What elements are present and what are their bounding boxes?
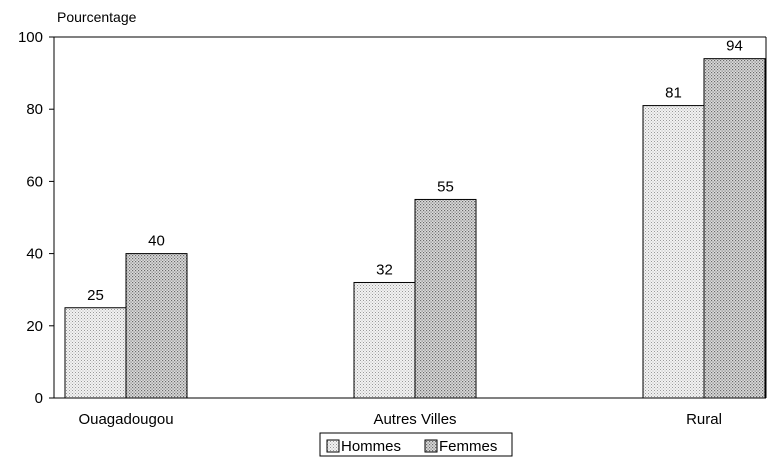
y-tick-label: 100 bbox=[18, 29, 43, 46]
legend-swatch-femmes bbox=[424, 439, 438, 453]
bar-hommes-2 bbox=[642, 105, 705, 399]
bar-hommes-1 bbox=[353, 281, 416, 399]
data-label-hommes-1: 32 bbox=[376, 261, 393, 278]
y-axis: 0 20 40 60 80 100 bbox=[18, 29, 54, 407]
y-tick-label: 80 bbox=[26, 101, 43, 118]
data-label-hommes-0: 25 bbox=[87, 287, 104, 304]
y-tick-label: 0 bbox=[35, 390, 43, 407]
data-label-hommes-2: 81 bbox=[665, 85, 682, 102]
data-label-femmes-0: 40 bbox=[148, 233, 165, 250]
legend-label-femmes: Femmes bbox=[439, 438, 497, 455]
bars-group bbox=[64, 58, 766, 399]
legend-swatch-hommes bbox=[326, 439, 340, 453]
category-labels-group: Ouagadougou Autres Villes Rural bbox=[78, 411, 721, 428]
y-tick-label: 40 bbox=[26, 246, 43, 263]
legend: Hommes Femmes bbox=[319, 432, 513, 457]
y-tick-label: 60 bbox=[26, 173, 43, 190]
bar-femmes-2 bbox=[703, 58, 766, 399]
legend-box bbox=[319, 432, 513, 457]
data-labels-group: 25 40 32 55 81 94 bbox=[87, 38, 743, 304]
y-tick-label: 20 bbox=[26, 318, 43, 335]
bar-femmes-0 bbox=[125, 253, 188, 399]
data-label-femmes-2: 94 bbox=[726, 38, 743, 55]
x-category-label: Autres Villes bbox=[373, 411, 456, 428]
x-category-label: Rural bbox=[686, 411, 722, 428]
legend-label-hommes: Hommes bbox=[341, 438, 401, 455]
bar-femmes-1 bbox=[414, 198, 477, 399]
data-label-femmes-1: 55 bbox=[437, 178, 454, 195]
bar-hommes-0 bbox=[64, 307, 127, 399]
x-category-label: Ouagadougou bbox=[78, 411, 173, 428]
y-axis-title: Pourcentage bbox=[57, 9, 137, 25]
